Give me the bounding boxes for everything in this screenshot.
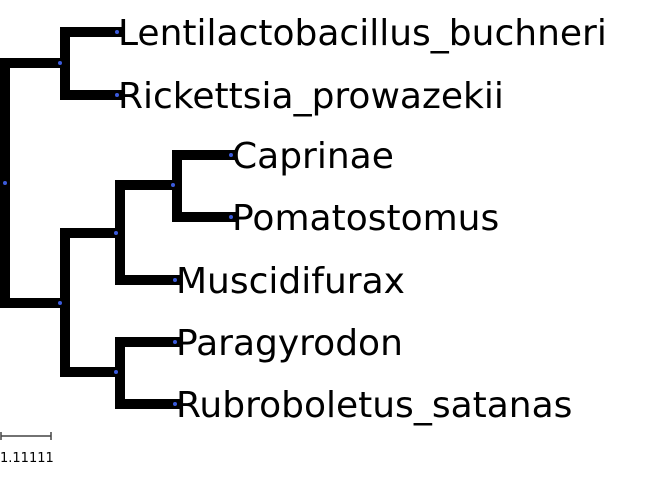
leaf-marker-caprinae [229,153,233,157]
leaf-marker-lentilactobacillus [115,30,119,34]
leaf-label-paragyrodon: Paragyrodon [176,323,403,364]
leaf-marker-rubroboletus [173,402,177,406]
clade-c-node-marker [114,231,118,235]
tree-node-markers [3,30,233,406]
leaf-label-caprinae: Caprinae [232,136,394,177]
leaf-marker-paragyrodon [173,340,177,344]
leaf-label-lentilactobacillus: Lentilactobacillus_buchneri [118,13,607,54]
leaf-label-rickettsia: Rickettsia_prowazekii [118,76,504,117]
clade-a-node-marker [58,61,62,65]
leaf-marker-muscidifurax [173,278,177,282]
root-node-marker [3,181,7,185]
scale-bar-label: 1.11111 [0,451,54,466]
clade-d-node-marker [171,183,175,187]
clade-e-node-marker [114,370,118,374]
scale-bar-line [0,432,52,440]
leaf-label-muscidifurax: Muscidifurax [176,261,405,302]
leaf-label-rubroboletus: Rubroboletus_satanas [176,385,572,426]
leaf-marker-pomatostomus [229,215,233,219]
scale-bar: 1.11111 [0,432,54,466]
clade-b-node-marker [58,301,62,305]
leaf-marker-rickettsia [115,93,119,97]
leaf-labels: Lentilactobacillus_buchneri Rickettsia_p… [118,13,607,426]
leaf-label-pomatostomus: Pomatostomus [232,198,499,239]
tree-branches [0,27,237,409]
